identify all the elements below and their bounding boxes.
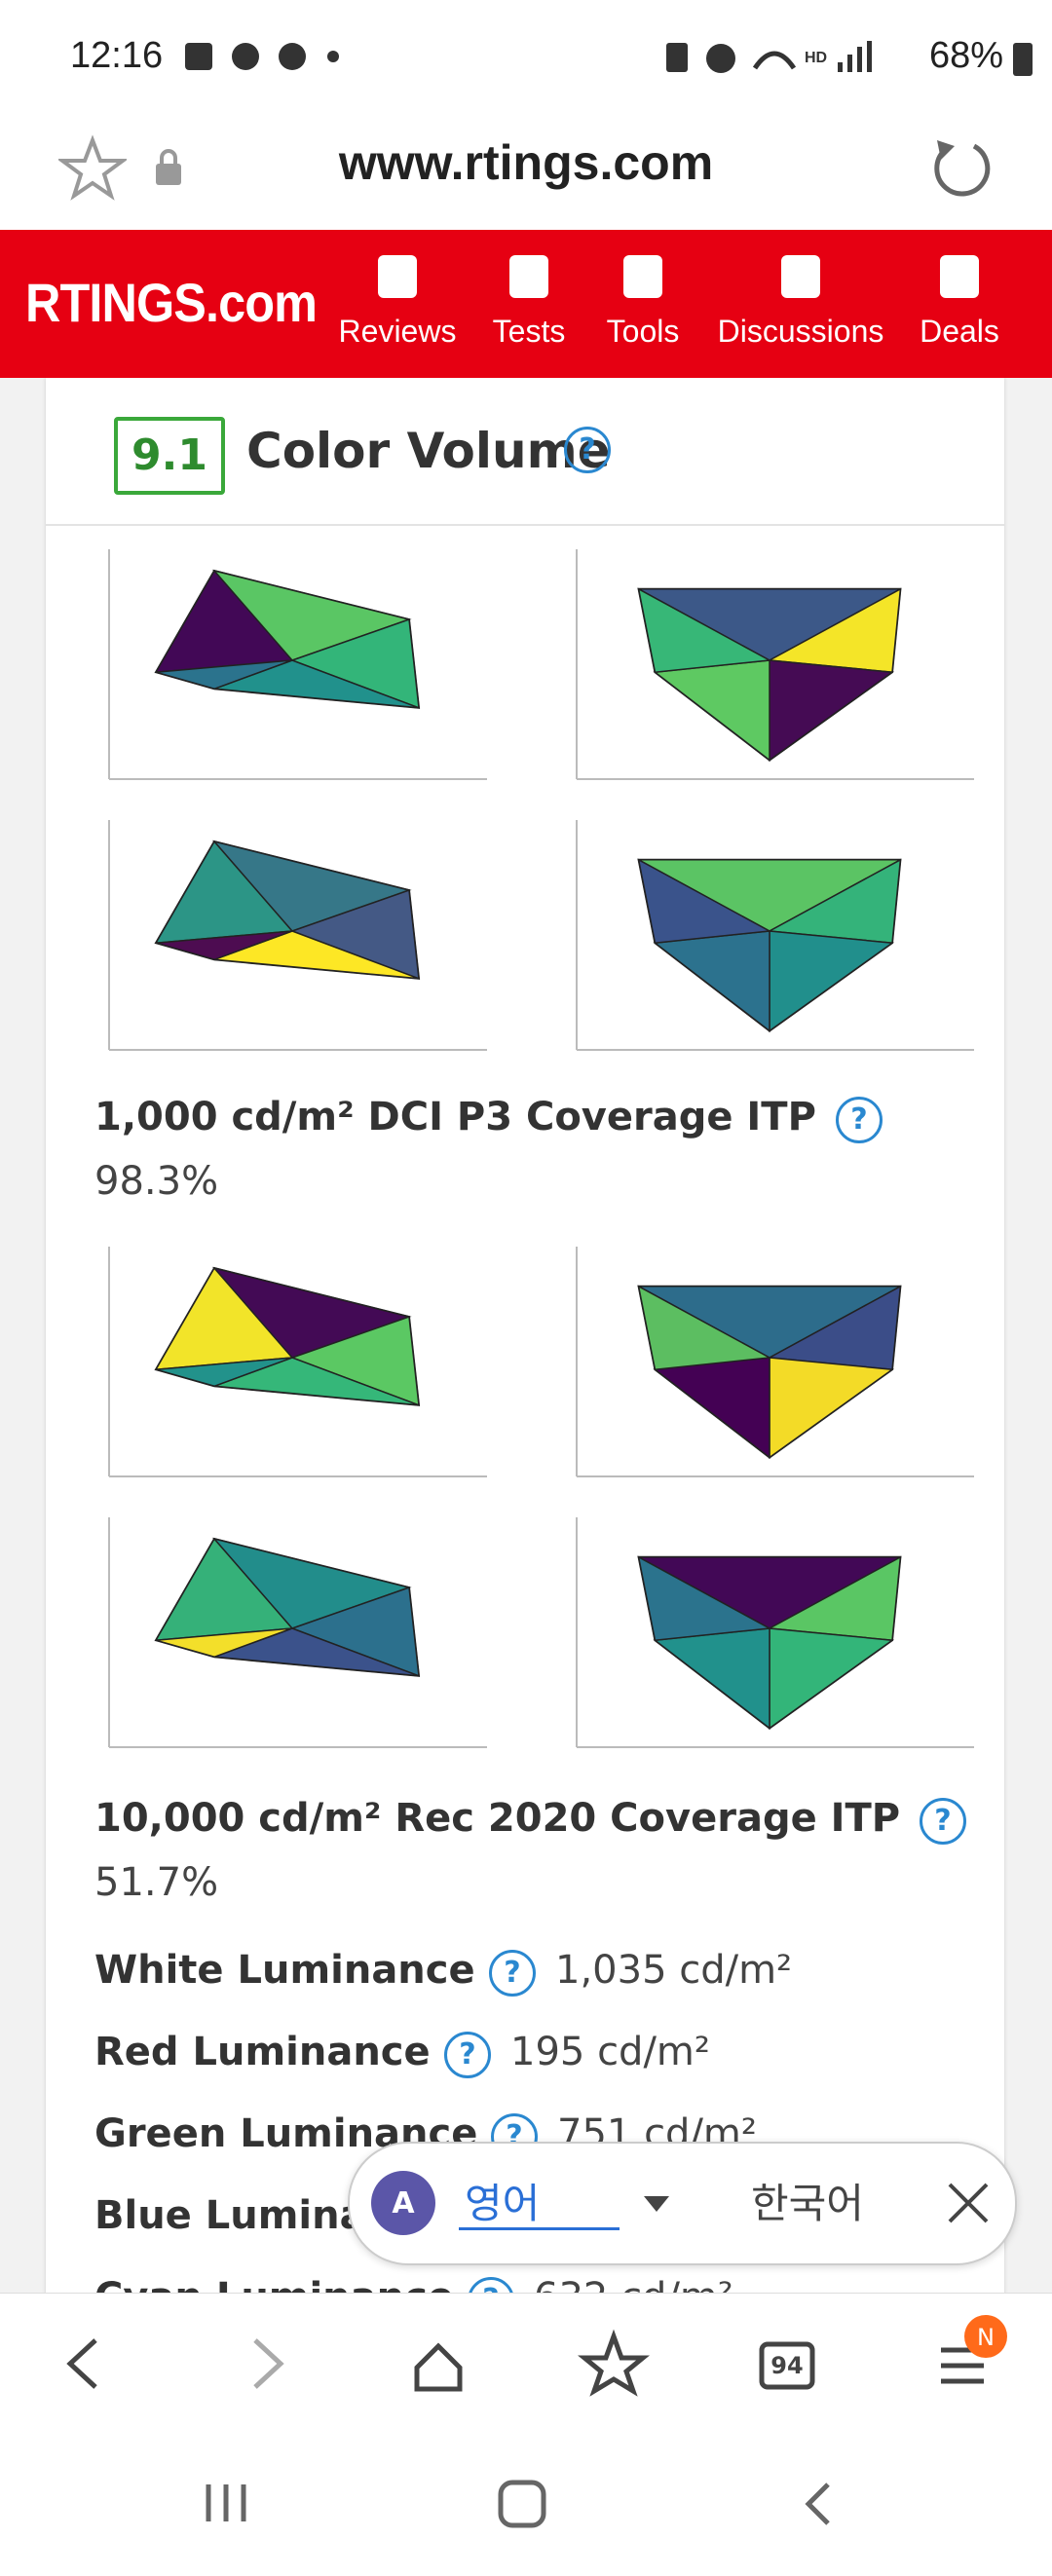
plot-shape (155, 1357, 293, 1388)
plot-shape (155, 930, 293, 961)
plot-shape (769, 659, 895, 762)
svg-text:A: A (392, 2186, 415, 2221)
nav-item[interactable]: Tools (606, 314, 680, 349)
luminance-label: Cyan Luminance (94, 2275, 454, 2293)
help[interactable]: ? (564, 427, 611, 473)
plot-shape (637, 587, 772, 674)
metric-value: 51.7% (94, 1860, 219, 1905)
nav-icon (781, 255, 820, 298)
help[interactable]: ? (836, 1097, 883, 1143)
battery: 68% (928, 35, 1003, 76)
site-logo[interactable]: RTINGS.com (25, 272, 318, 333)
plot-shape (653, 659, 770, 763)
lang-underline (459, 2227, 620, 2230)
bookmarks[interactable] (578, 2329, 650, 2397)
nav-item[interactable]: Tests (492, 314, 566, 349)
help[interactable]: ? (489, 1950, 536, 1997)
system-back[interactable] (805, 2483, 830, 2525)
help[interactable]: ? (444, 2032, 491, 2078)
metric-value: 98.3% (94, 1159, 219, 1204)
nav-item[interactable]: Discussions (717, 314, 884, 349)
bottom-nav: 94 N (0, 2293, 1052, 2572)
section-title: Color Volume (246, 423, 611, 479)
bottom-icons: 94 N (66, 2315, 1007, 2528)
system-home[interactable] (498, 2480, 546, 2528)
nav-icon (509, 255, 548, 298)
plot-shape (653, 930, 770, 1033)
reload[interactable] (925, 132, 994, 201)
system-icons: HD (666, 41, 872, 73)
plot-shape (769, 1627, 895, 1730)
tabs[interactable] (759, 2341, 815, 2390)
back[interactable] (66, 2338, 97, 2389)
nav-icon (623, 255, 662, 298)
plot-shape (155, 659, 293, 691)
battery-icon (1013, 43, 1033, 76)
lock-icon (156, 149, 181, 185)
divider (46, 524, 1004, 526)
gamut-plots (108, 549, 974, 1748)
plot-shape (637, 858, 772, 945)
plot-shape (637, 1555, 772, 1642)
home[interactable] (414, 2342, 463, 2392)
luminance-value: 195 cd/m² (510, 2030, 710, 2074)
translate-bar: A 영어 한국어 (348, 2142, 1017, 2265)
site-nav (0, 230, 1052, 378)
plot-shape (769, 930, 895, 1032)
score: 9.1 (114, 417, 225, 495)
metric-label: 1,000 cd/m² DCI P3 Coverage ITP (94, 1095, 816, 1139)
translate-icon: A (371, 2171, 435, 2235)
status-bar: 12:16 68% HD (0, 0, 1052, 107)
badge (964, 2315, 1007, 2358)
luminance-label: Red Luminance (94, 2030, 431, 2074)
nav-item[interactable]: Deals (920, 314, 999, 349)
metric-label: 10,000 cd/m² Rec 2020 Coverage ITP (94, 1796, 901, 1841)
dropdown[interactable] (642, 2192, 671, 2216)
bookmark-star[interactable] (58, 134, 127, 203)
nav-icon (940, 255, 979, 298)
tabs-count: 94 (770, 2352, 803, 2379)
lang-from[interactable]: 영어 (465, 2180, 541, 2227)
nav-icon (378, 255, 417, 298)
content: 9.1 Color Volume ? 1,000 cd/m² DCI P3 Co… (0, 378, 1052, 2293)
status-icons (185, 43, 339, 70)
svg-text:HD: HD (805, 50, 827, 66)
time: 12:16 (70, 35, 164, 76)
url[interactable]: www.rtings.com (338, 135, 714, 190)
luminance-value: 1,035 cd/m² (555, 1948, 793, 1993)
recents[interactable] (206, 2484, 246, 2521)
plot-shape (637, 1285, 772, 1371)
nav-item[interactable]: Reviews (338, 314, 457, 349)
luminance-label: White Luminance (94, 1948, 475, 1993)
badge-text: N (977, 2324, 995, 2351)
plot-shape (769, 1357, 895, 1459)
lang-to[interactable]: 한국어 (751, 2180, 864, 2227)
luminance-value: 632 cd/m² (534, 2275, 733, 2293)
plot-shape (653, 1357, 770, 1460)
forward[interactable] (253, 2338, 284, 2389)
close[interactable] (944, 2179, 993, 2227)
help[interactable]: ? (920, 1798, 966, 1845)
plot-shape (155, 1627, 293, 1659)
plot-shape (653, 1627, 770, 1731)
